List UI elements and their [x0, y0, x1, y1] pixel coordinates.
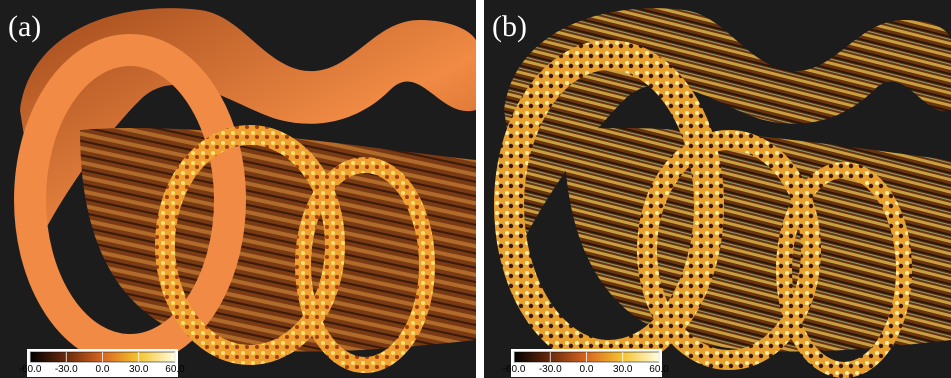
colorbar-tick-label: 30.0 [129, 364, 149, 375]
colorbar-tick-label: -60.0 [503, 364, 526, 375]
colorbar-tick-label: -30.0 [55, 364, 78, 375]
colorbar-tick-label: 30.0 [613, 364, 633, 375]
panel-b [484, 0, 951, 378]
colorbar-tick-label: -30.0 [539, 364, 562, 375]
colorbar-tick-label: -60.0 [19, 364, 42, 375]
panel-label: (a) [8, 10, 41, 43]
colorbar-tick-label: 60.0 [649, 364, 669, 375]
figure: (a) -60.0 -30.0 0.0 30.0 60.0 (b) -60.0 -30.0 0.0… [0, 0, 951, 378]
colorbar-tick-label: 60.0 [165, 364, 185, 375]
panel-a [0, 0, 476, 378]
colorbar-tick-label: 0.0 [580, 364, 594, 375]
colorbar-tick-label: 0.0 [96, 364, 110, 375]
panel-label: (b) [492, 10, 527, 43]
